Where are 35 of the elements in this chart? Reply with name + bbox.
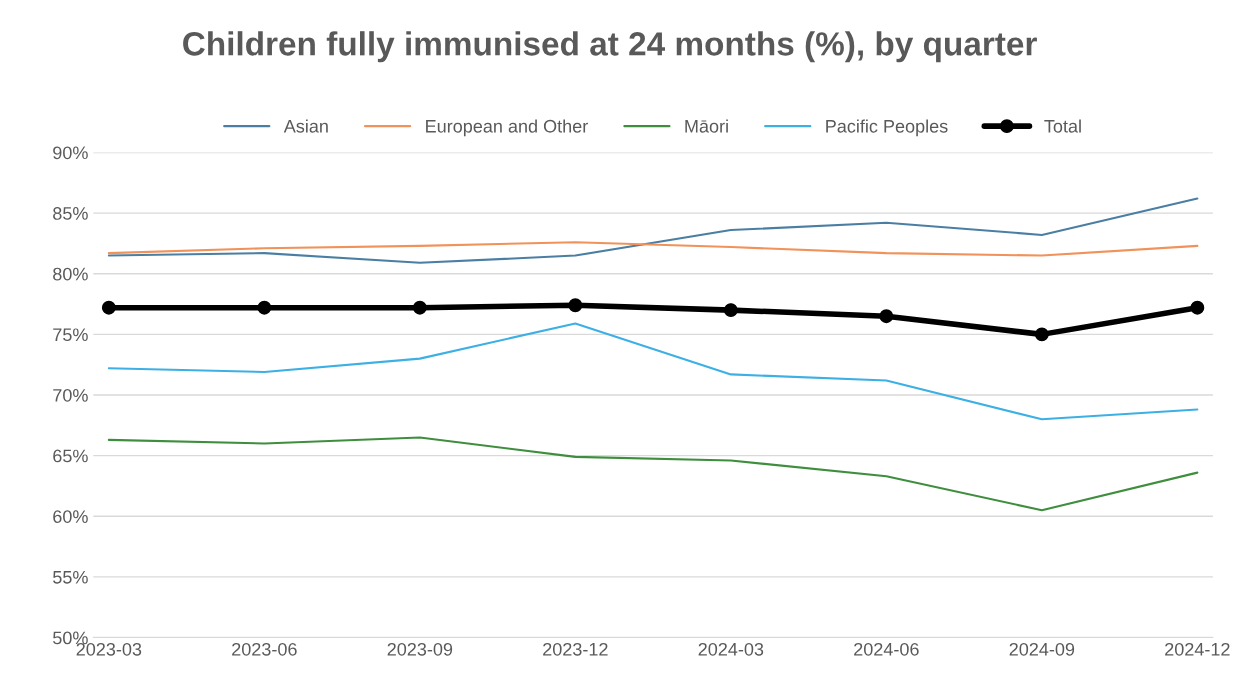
point	[412, 300, 427, 315]
point	[1034, 327, 1049, 342]
x-tick-label: 2023-06	[232, 642, 297, 656]
line-series	[107, 241, 1199, 257]
x-tick-label: 2023-12	[543, 642, 608, 656]
point	[879, 309, 894, 324]
x-tick-label: 2024-03	[698, 642, 764, 656]
y-tick-label: 90%	[53, 146, 88, 160]
chart-title: Children fully immunised at 24 months (%), by quarter	[183, 31, 1037, 63]
y-tick-label: 50%	[53, 631, 88, 645]
x-tick-label: 2023-03	[76, 642, 142, 656]
line-series	[107, 436, 1199, 512]
point	[723, 303, 738, 318]
legend-label: European and Other	[426, 119, 588, 137]
y-tick-label: 55%	[53, 570, 88, 584]
y-tick-label: 85%	[53, 207, 88, 220]
legend-label: Pacific Peoples	[826, 119, 948, 137]
x-tick-label: 2024-06	[854, 642, 919, 656]
y-tick-label: 75%	[53, 328, 88, 342]
line-series	[107, 322, 1199, 421]
legend-label: Māori	[685, 119, 728, 133]
legend-label: Total	[1044, 119, 1081, 133]
line-series	[107, 197, 1199, 264]
point	[568, 298, 583, 313]
point	[1190, 300, 1205, 315]
y-tick-label: 70%	[53, 388, 88, 402]
point	[257, 300, 272, 315]
legend-label: Asian	[283, 119, 328, 133]
x-tick-label: 2023-09	[387, 642, 453, 656]
y-tick-label: 60%	[53, 510, 88, 524]
y-tick-label: 80%	[53, 267, 88, 281]
point	[101, 300, 116, 315]
x-tick-label: 2024-12	[1165, 642, 1230, 656]
y-tick-label: 65%	[53, 449, 88, 463]
x-tick-label: 2024-09	[1009, 642, 1075, 656]
